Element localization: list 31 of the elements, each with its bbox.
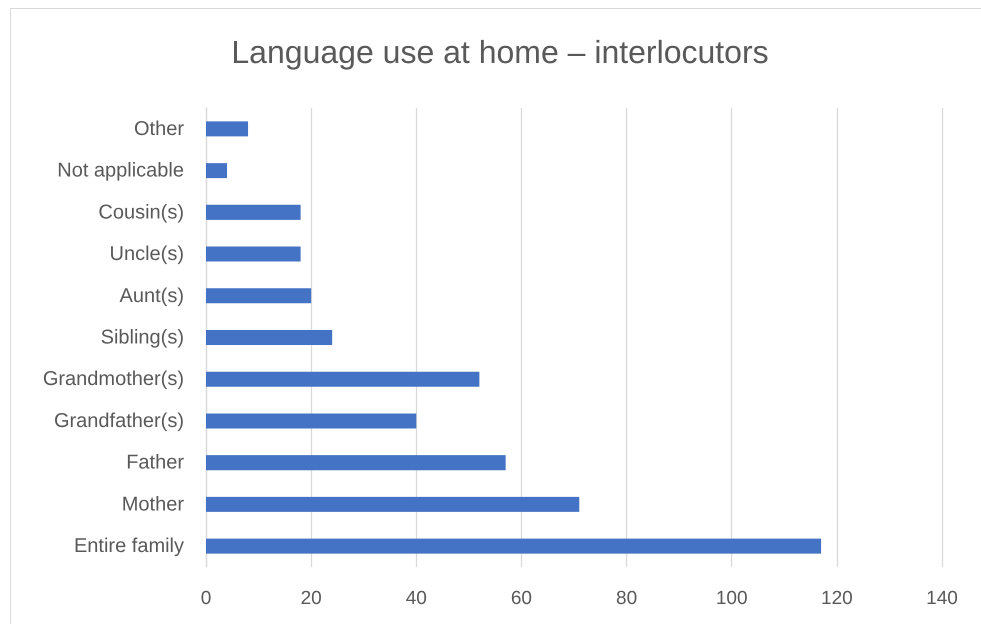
y-tick-label: Aunt(s) xyxy=(120,284,184,307)
x-tick-label: 120 xyxy=(821,588,853,609)
bar xyxy=(206,246,301,262)
y-tick-label: Sibling(s) xyxy=(100,326,184,348)
y-tick-label: Entire family xyxy=(74,535,184,558)
x-tick-label: 140 xyxy=(926,588,958,609)
y-tick-label: Mother xyxy=(122,493,184,516)
y-tick-label: Not applicable xyxy=(57,160,184,182)
x-tick-label: 60 xyxy=(510,588,532,609)
y-tick-label: Uncle(s) xyxy=(110,243,184,266)
bar xyxy=(206,538,822,554)
y-tick-label: Grandmother(s) xyxy=(42,368,184,390)
y-tick-label: Grandfather(s) xyxy=(54,410,184,432)
bar xyxy=(206,455,506,470)
bar xyxy=(206,372,480,387)
bar xyxy=(206,204,301,220)
y-tick-label: Father xyxy=(126,452,184,474)
x-tick-label: 40 xyxy=(406,588,427,609)
bar xyxy=(206,163,228,178)
bar xyxy=(206,330,332,346)
x-tick-label: 100 xyxy=(716,588,748,609)
y-tick-label: Other xyxy=(134,118,184,140)
bar xyxy=(206,413,416,428)
y-tick-label: Cousin(s) xyxy=(98,201,184,224)
x-tick-label: 80 xyxy=(616,588,638,609)
bar xyxy=(206,121,248,136)
bar xyxy=(206,288,312,304)
x-tick-label: 20 xyxy=(300,588,322,609)
x-tick-label: 0 xyxy=(200,588,212,609)
bar xyxy=(206,496,580,512)
chart-title: Language use at home – interlocutors xyxy=(231,34,769,70)
